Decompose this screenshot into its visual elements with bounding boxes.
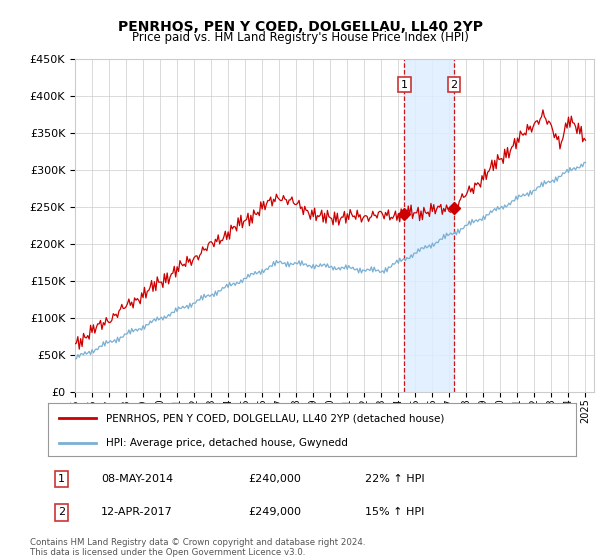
Text: 1: 1 — [58, 474, 65, 484]
Text: 15% ↑ HPI: 15% ↑ HPI — [365, 507, 424, 517]
Text: 2: 2 — [58, 507, 65, 517]
Text: HPI: Average price, detached house, Gwynedd: HPI: Average price, detached house, Gwyn… — [106, 438, 348, 448]
Text: Contains HM Land Registry data © Crown copyright and database right 2024.
This d: Contains HM Land Registry data © Crown c… — [30, 538, 365, 557]
Text: 2: 2 — [451, 80, 458, 90]
Text: 08-MAY-2014: 08-MAY-2014 — [101, 474, 173, 484]
Text: £240,000: £240,000 — [248, 474, 302, 484]
Text: PENRHOS, PEN Y COED, DOLGELLAU, LL40 2YP (detached house): PENRHOS, PEN Y COED, DOLGELLAU, LL40 2YP… — [106, 413, 445, 423]
Text: 12-APR-2017: 12-APR-2017 — [101, 507, 173, 517]
Text: £249,000: £249,000 — [248, 507, 302, 517]
Bar — [404, 59, 454, 392]
Text: 22% ↑ HPI: 22% ↑ HPI — [365, 474, 424, 484]
Text: PENRHOS, PEN Y COED, DOLGELLAU, LL40 2YP: PENRHOS, PEN Y COED, DOLGELLAU, LL40 2YP — [118, 20, 482, 34]
Text: 1: 1 — [401, 80, 408, 90]
Text: Price paid vs. HM Land Registry's House Price Index (HPI): Price paid vs. HM Land Registry's House … — [131, 31, 469, 44]
